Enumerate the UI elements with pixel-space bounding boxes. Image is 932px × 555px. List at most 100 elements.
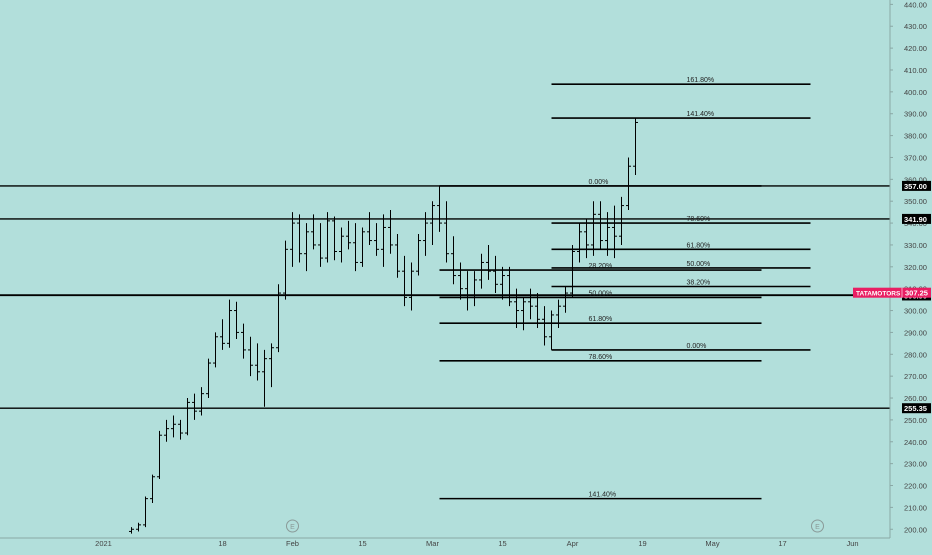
ohlc-bar xyxy=(563,286,568,313)
price-axis-tick-label: 250.00 xyxy=(904,416,927,425)
ohlc-bar xyxy=(185,398,190,436)
symbol-tag-label: TATAMOTORS xyxy=(856,291,901,298)
ohlc-bar xyxy=(255,343,260,381)
ohlc-bar xyxy=(318,223,323,267)
fib-level-label: 0.00% xyxy=(589,179,609,186)
ohlc-bar xyxy=(143,496,148,528)
symbol-tag-price: 307.25 xyxy=(905,289,928,298)
ohlc-bar xyxy=(164,419,169,442)
level-price-tag[interactable]: 357.00 xyxy=(902,180,931,191)
time-axis-label: 19 xyxy=(638,539,646,548)
time-axis-label: Apr xyxy=(567,539,579,548)
time-axis-label: 15 xyxy=(358,539,366,548)
ohlc-bar xyxy=(248,336,253,377)
price-axis-tick-label: 300.00 xyxy=(904,307,927,316)
price-axis-tick-label: 270.00 xyxy=(904,372,927,381)
price-axis-tick-label: 330.00 xyxy=(904,241,927,250)
ohlc-bar xyxy=(458,262,463,300)
ohlc-bar xyxy=(521,297,526,331)
ohlc-bar xyxy=(528,288,533,320)
level-price-tag-label: 357.00 xyxy=(904,182,927,191)
symbol-price-tag[interactable]: TATAMOTORS 307.25 xyxy=(853,287,931,298)
ohlc-bar xyxy=(353,223,358,272)
time-axis-label: 2021 xyxy=(95,539,112,548)
ohlc-bar xyxy=(535,293,540,329)
ohlc-bar xyxy=(612,205,617,259)
plot-area[interactable]: 0.00%28.20%50.00%61.80%78.60%141.40%161.… xyxy=(0,77,890,534)
ohlc-bar xyxy=(542,306,547,346)
fib-high-fib-retracement[interactable]: 0.00% 28.20% 50.00% 61.80% 78.60% 141.40% xyxy=(439,179,762,500)
price-axis-tick-label: 240.00 xyxy=(904,438,927,447)
price-axis-tick-label: 400.00 xyxy=(904,88,927,97)
time-axis-label: Jun xyxy=(846,539,858,548)
ohlc-bar xyxy=(395,234,400,278)
ohlc-bar xyxy=(633,118,638,175)
time-axis-label: Feb xyxy=(286,539,299,548)
ohlc-bar xyxy=(199,387,204,416)
ohlc-bar xyxy=(178,419,183,440)
ohlc-bar xyxy=(598,201,603,250)
fib-level-label: 141.40% xyxy=(589,492,617,499)
ohlc-bar xyxy=(171,415,176,438)
ohlc-bar xyxy=(465,271,470,311)
symbol-tag-box xyxy=(853,287,931,298)
ohlc-bar xyxy=(486,244,491,280)
fib-low-fib-retracement[interactable]: 161.80% 141.40% 78.60% 61.80% 50.00% 38.20% 0.… xyxy=(551,77,811,351)
ohlc-bar xyxy=(381,214,386,267)
fib-level-label: 61.80% xyxy=(687,242,711,249)
fib-level-label: 50.00% xyxy=(589,290,613,297)
ohlc-bar xyxy=(136,522,141,532)
price-axis-tick-label: 360.00 xyxy=(904,175,927,184)
ohlc-bars xyxy=(129,118,638,534)
earnings-marker[interactable]: E xyxy=(286,519,299,533)
ohlc-bar xyxy=(150,474,155,504)
level-price-tag[interactable]: 255.35 xyxy=(902,403,931,414)
level-price-tag-label: 341.90 xyxy=(904,215,927,224)
fib-level-label: 28.20% xyxy=(589,263,613,270)
ohlc-bar xyxy=(213,332,218,368)
ohlc-bar xyxy=(591,201,596,256)
ohlc-bar xyxy=(297,214,302,263)
price-axis-tick-label: 210.00 xyxy=(904,503,927,512)
fib-level-label: 38.20% xyxy=(687,279,711,286)
ohlc-bar xyxy=(332,216,337,261)
time-axis-label: Mar xyxy=(426,539,439,548)
ohlc-bar xyxy=(325,212,330,263)
ohlc-bar xyxy=(157,430,162,479)
price-axis-tick-label: 290.00 xyxy=(904,328,927,337)
fib-level-label: 78.60% xyxy=(687,216,711,223)
price-axis-tick-label: 230.00 xyxy=(904,460,927,469)
ohlc-bar xyxy=(339,227,344,263)
ohlc-bar xyxy=(346,220,351,250)
ohlc-bar xyxy=(570,244,575,298)
ohlc-bar xyxy=(192,393,197,420)
fib-level-label: 0.00% xyxy=(687,343,707,350)
earnings-marker[interactable]: E xyxy=(811,519,824,533)
price-axis[interactable]: 200.00 210.00 220.00 230.00 240.00 250.00 260.… xyxy=(853,0,931,538)
price-axis-tick-label: 390.00 xyxy=(904,110,927,119)
fib-level-label: 78.60% xyxy=(589,354,613,361)
price-axis-tick-label: 440.00 xyxy=(904,0,927,9)
price-axis-tick-label: 350.00 xyxy=(904,197,927,206)
fib-level-label: 141.40% xyxy=(687,111,715,118)
price-axis-tick-label: 220.00 xyxy=(904,482,927,491)
level-price-tag[interactable]: 341.90 xyxy=(902,213,931,224)
ohlc-bar xyxy=(437,185,442,232)
ohlc-bar xyxy=(619,196,624,245)
time-axis-label: May xyxy=(705,539,719,548)
ohlc-bar xyxy=(507,266,512,307)
price-axis-tick-label: 370.00 xyxy=(904,153,927,162)
price-axis-tick-label: 320.00 xyxy=(904,263,927,272)
price-axis-tick-label: 380.00 xyxy=(904,132,927,141)
ohlc-bar xyxy=(430,201,435,245)
time-axis[interactable]: 1408:45202118Feb15Mar15Apr19May17JunEE xyxy=(0,519,890,548)
price-axis-tick-label: 410.00 xyxy=(904,66,927,75)
earnings-marker-circle xyxy=(811,519,824,533)
time-axis-label: 17 xyxy=(778,539,786,548)
ohlc-bar xyxy=(444,201,449,263)
fib-level-label: 61.80% xyxy=(589,316,613,323)
ohlc-bar xyxy=(374,223,379,256)
ohlc-bar xyxy=(290,212,295,267)
